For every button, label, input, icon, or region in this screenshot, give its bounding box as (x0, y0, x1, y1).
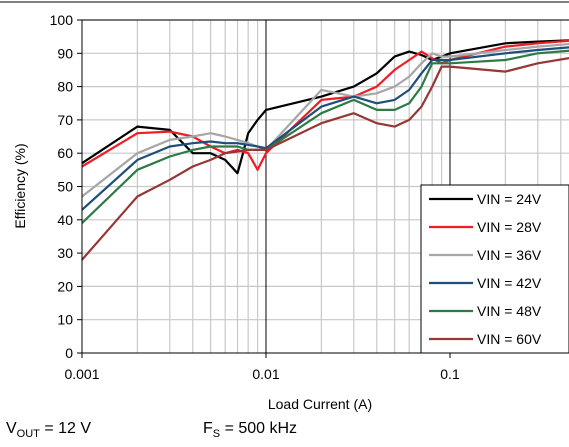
fs-sub: S (212, 428, 221, 441)
x-tick-label: 0.01 (252, 366, 279, 382)
x-tick-label: 0.001 (64, 366, 99, 382)
x-axis-title: Load Current (A) (268, 396, 372, 412)
series-line (81, 42, 569, 198)
fs-value: = 500 kHz (220, 420, 298, 437)
legend: VIN = 24V VIN = 28V VIN = 36V VIN = 42V VIN … (420, 184, 569, 354)
y-tick-label: 100 (50, 12, 74, 28)
y-axis-title: Efficiency (%) (12, 143, 28, 228)
legend-label: VIN = 36V (477, 247, 542, 263)
y-tick-label: 20 (57, 278, 73, 294)
legend-label: VIN = 24V (477, 191, 542, 207)
legend-label: VIN = 28V (477, 219, 542, 235)
y-tick-label: 90 (57, 45, 73, 61)
y-tick-labels: 0 10 20 30 40 50 60 70 80 90 100 (50, 12, 82, 361)
vout-sub: OUT (16, 428, 40, 441)
y-tick-label: 10 (57, 312, 73, 328)
x-tick-labels: 0.001 0.01 0.1 (64, 353, 460, 382)
legend-label: VIN = 48V (477, 303, 542, 319)
legend-label: VIN = 42V (477, 275, 542, 291)
series-line (81, 49, 569, 224)
vout-main: V (6, 420, 17, 437)
fs-main: F (203, 420, 213, 437)
y-tick-label: 50 (57, 179, 73, 195)
y-tick-label: 70 (57, 112, 73, 128)
vout-note: VOUT = 12 V (6, 420, 91, 440)
series-line (81, 57, 569, 261)
y-tick-label: 0 (65, 345, 73, 361)
fs-note: FS = 500 kHz (203, 420, 297, 440)
y-tick-label: 80 (57, 79, 73, 95)
series-line (81, 46, 569, 211)
series-lines (81, 39, 569, 261)
vout-value: = 12 V (39, 420, 92, 437)
y-tick-label: 40 (57, 212, 73, 228)
legend-label: VIN = 60V (477, 331, 542, 347)
y-tick-label: 30 (57, 245, 73, 261)
y-tick-label: 60 (57, 145, 73, 161)
legend-box (420, 184, 569, 354)
x-tick-label: 0.1 (440, 366, 460, 382)
